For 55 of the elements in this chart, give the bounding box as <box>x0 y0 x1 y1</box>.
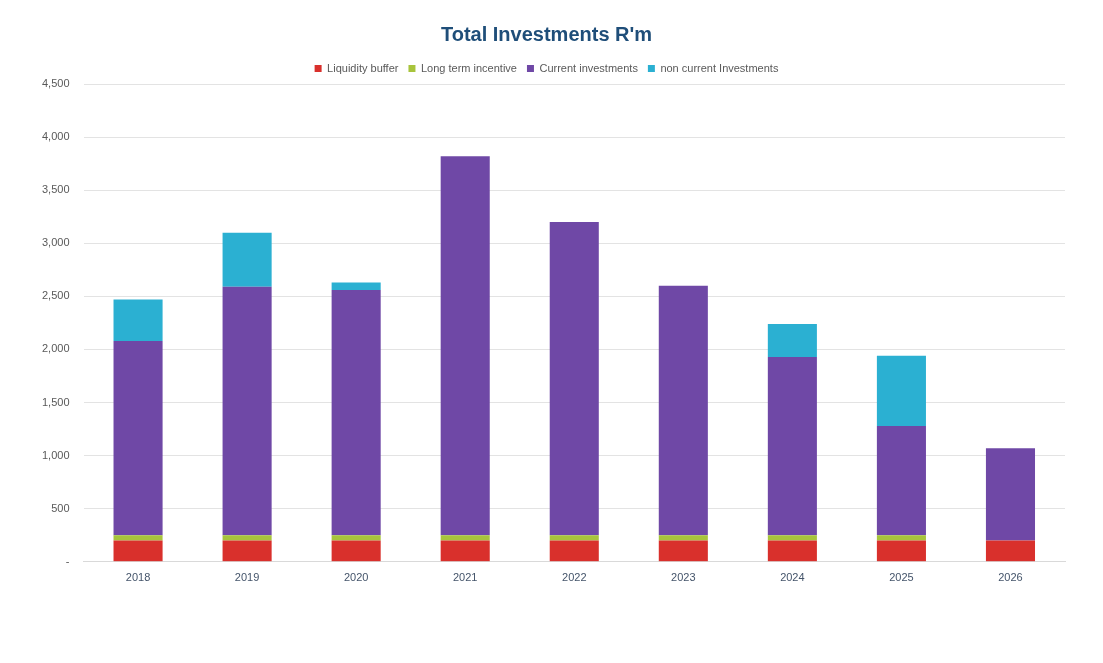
bar <box>440 535 490 541</box>
legend-label: non current Investments <box>660 61 779 74</box>
bar <box>658 535 708 541</box>
bar <box>985 540 1036 562</box>
bar <box>658 540 708 562</box>
y-tick-label: 3,000 <box>42 236 70 249</box>
x-tick-label: 2020 <box>343 571 369 584</box>
y-tick-label: 1,000 <box>42 448 70 461</box>
x-tick-label: 2025 <box>889 571 914 584</box>
bar <box>658 285 708 536</box>
x-tick-label: 2024 <box>780 571 805 584</box>
y-tick-label: 500 <box>51 501 70 514</box>
bar <box>331 282 381 290</box>
bar <box>331 540 381 562</box>
bar <box>876 355 926 426</box>
y-tick-label: 1,500 <box>42 395 70 408</box>
legend-label: Current investments <box>539 61 639 74</box>
bar <box>113 535 163 541</box>
x-tick-label: 2026 <box>998 571 1023 584</box>
bar <box>549 222 599 536</box>
x-tick-label: 2021 <box>452 571 478 584</box>
bar <box>222 540 272 562</box>
y-tick-label: - <box>65 554 70 567</box>
bar <box>113 340 163 536</box>
x-tick-label: 2022 <box>562 571 587 584</box>
y-tick-label: 4,000 <box>42 130 70 143</box>
chart-title: Total Investments R'm <box>440 22 653 45</box>
bar <box>222 232 272 287</box>
x-tick-label: 2023 <box>671 571 696 584</box>
bar <box>767 540 817 562</box>
bar <box>767 356 817 536</box>
bar <box>549 535 599 541</box>
x-tick-label: 2018 <box>125 571 151 584</box>
bar <box>549 540 599 562</box>
y-tick-label: 4,500 <box>42 77 70 90</box>
bar <box>331 289 381 536</box>
y-tick-label: 2,500 <box>42 289 70 302</box>
bar <box>331 535 381 541</box>
bar <box>767 323 817 357</box>
y-tick-label: 2,000 <box>42 342 70 355</box>
bar <box>222 535 272 541</box>
bar <box>876 535 926 541</box>
bar <box>876 540 926 562</box>
legend-label: Long term incentive <box>420 61 517 74</box>
bar <box>440 156 490 536</box>
bar <box>985 448 1036 541</box>
bar <box>440 540 490 562</box>
bar <box>222 286 272 536</box>
bar <box>113 540 163 562</box>
bar <box>876 425 926 536</box>
bar <box>767 535 817 541</box>
y-tick-label: 3,500 <box>42 183 70 196</box>
x-tick-label: 2019 <box>234 571 260 584</box>
legend-label: Liquidity buffer <box>327 61 399 74</box>
bar <box>113 299 163 341</box>
